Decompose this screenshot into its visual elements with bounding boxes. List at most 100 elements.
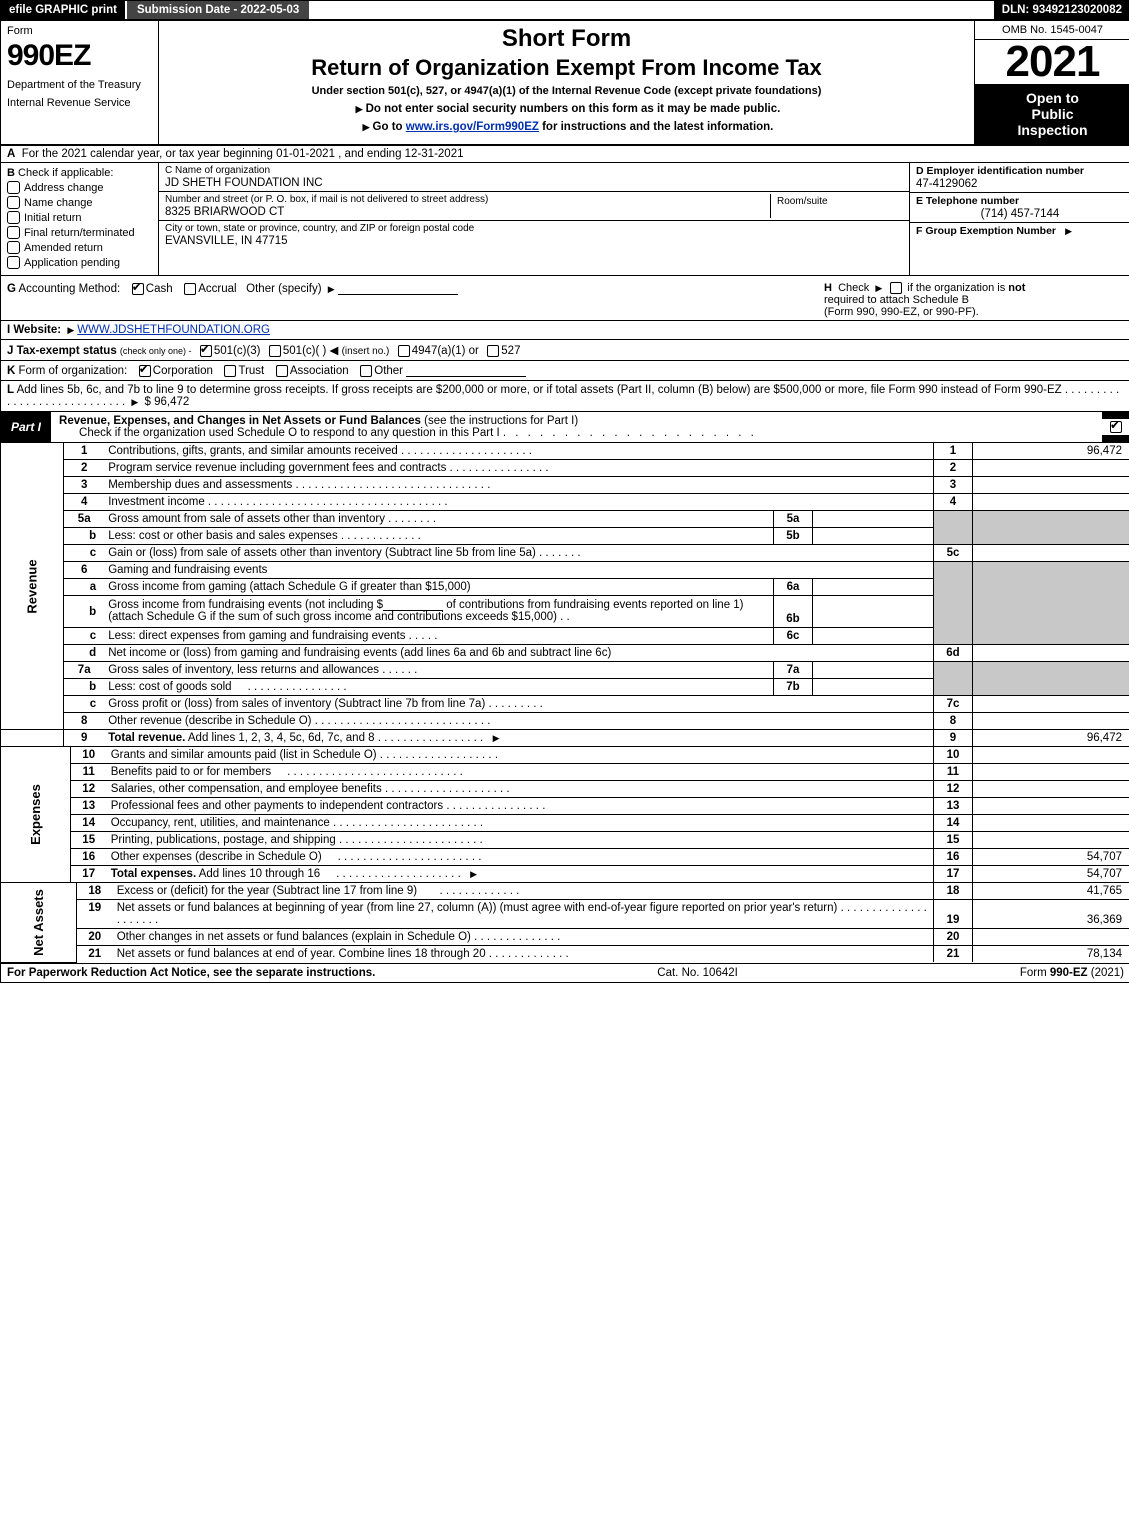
- rbox-label: 10: [934, 747, 973, 764]
- lnum: 15: [70, 832, 107, 849]
- header-center: Short Form Return of Organization Exempt…: [159, 21, 974, 144]
- section-bcdef: B Check if applicable: Address change Na…: [1, 163, 1129, 276]
- lnum: b: [64, 679, 105, 696]
- mbox-value: [813, 511, 934, 528]
- tax-year: 2021: [975, 40, 1129, 84]
- checkbox-icon[interactable]: [7, 241, 20, 254]
- mbox-value: [813, 628, 934, 645]
- rbox-label: 20: [934, 929, 973, 946]
- l-label: L: [7, 384, 14, 396]
- lnum: 11: [70, 764, 107, 781]
- rbox-shaded: [973, 511, 1129, 545]
- chk-501c3[interactable]: [200, 345, 212, 357]
- chk-trust[interactable]: [224, 365, 236, 377]
- chk-schedule-o-used[interactable]: [1110, 421, 1122, 433]
- ldesc: Gaming and fundraising events: [104, 562, 933, 579]
- ldesc: Membership dues and assessments . . . . …: [104, 477, 933, 494]
- h-text3: required to attach Schedule B: [824, 294, 969, 306]
- chk-501c[interactable]: [269, 345, 281, 357]
- footer-paperwork: For Paperwork Reduction Act Notice, see …: [7, 967, 375, 979]
- j-4947: 4947(a)(1) or: [412, 345, 479, 357]
- rbox-label: 7c: [934, 696, 973, 713]
- chk-4947[interactable]: [398, 345, 410, 357]
- checkbox-icon[interactable]: [7, 226, 20, 239]
- j-501c: 501(c)( ): [283, 345, 326, 357]
- revenue-label: Revenue: [25, 559, 40, 613]
- l-amount: $ 96,472: [145, 396, 190, 408]
- line-11: 11 Benefits paid to or for members . . .…: [1, 764, 1129, 781]
- chk-accrual[interactable]: [184, 283, 196, 295]
- checkbox-icon[interactable]: [7, 256, 20, 269]
- website-link[interactable]: WWW.JDSHETHFOUNDATION.ORG: [77, 324, 270, 336]
- rbox-shaded: [973, 662, 1129, 696]
- return-title: Return of Organization Exempt From Incom…: [167, 55, 966, 81]
- chk-final-return[interactable]: Final return/terminated: [7, 226, 152, 239]
- street-label: Number and street (or P. O. box, if mail…: [165, 194, 770, 205]
- part1-header: Part I Revenue, Expenses, and Changes in…: [1, 412, 1129, 443]
- netassets-label: Net Assets: [31, 889, 46, 956]
- chk-label: Name change: [24, 197, 93, 209]
- row-i-website: I Website: WWW.JDSHETHFOUNDATION.ORG: [1, 321, 1129, 340]
- instr1-text: Do not enter social security numbers on …: [366, 103, 781, 115]
- org-name-value: JD SHETH FOUNDATION INC: [165, 177, 903, 189]
- chk-association[interactable]: [276, 365, 288, 377]
- short-form-title: Short Form: [167, 25, 966, 53]
- chk-name-change[interactable]: Name change: [7, 196, 152, 209]
- chk-application-pending[interactable]: Application pending: [7, 256, 152, 269]
- chk-address-change[interactable]: Address change: [7, 181, 152, 194]
- lnum: 13: [70, 798, 107, 815]
- chk-corporation[interactable]: [139, 365, 151, 377]
- checkbox-icon[interactable]: [7, 211, 20, 224]
- top-bar: efile GRAPHIC print Submission Date - 20…: [1, 1, 1129, 21]
- column-b-checkboxes: B Check if applicable: Address change Na…: [1, 163, 159, 275]
- ein-row: D Employer identification number 47-4129…: [910, 163, 1129, 193]
- fundraising-amount-input[interactable]: [383, 598, 443, 611]
- rbox-label: 18: [934, 883, 973, 900]
- ldesc: Benefits paid to or for members . . . . …: [107, 764, 934, 781]
- efile-print-label[interactable]: efile GRAPHIC print: [1, 1, 125, 19]
- line-6d: d Net income or (loss) from gaming and f…: [1, 645, 1129, 662]
- rbox-value: [973, 545, 1129, 562]
- instr2-post: for instructions and the latest informat…: [539, 121, 774, 133]
- chk-527[interactable]: [487, 345, 499, 357]
- ein-label: D Employer identification number: [916, 165, 1124, 177]
- chk-label: Application pending: [24, 257, 120, 269]
- instr-no-ssn: Do not enter social security numbers on …: [167, 103, 966, 115]
- rbox-label: 19: [934, 900, 973, 929]
- line-9: 9 Total revenue. Add lines 1, 2, 3, 4, 5…: [1, 730, 1129, 747]
- checkbox-icon[interactable]: [7, 196, 20, 209]
- i-label: I Website:: [7, 324, 61, 336]
- part1-expenses-table: Expenses 10 Grants and similar amounts p…: [1, 747, 1129, 883]
- l-text: Add lines 5b, 6c, and 7b to line 9 to de…: [17, 384, 1062, 396]
- rbox-value: 96,472: [973, 730, 1129, 747]
- other-specify-input[interactable]: [338, 282, 458, 295]
- cash-label: Cash: [146, 283, 173, 295]
- chk-schedule-b[interactable]: [890, 282, 902, 294]
- line-18: Net Assets 18 Excess or (deficit) for th…: [1, 883, 1129, 900]
- column-def: D Employer identification number 47-4129…: [909, 163, 1129, 275]
- line-14: 14 Occupancy, rent, utilities, and maint…: [1, 815, 1129, 832]
- arrow-icon: [1062, 225, 1075, 237]
- irs-link[interactable]: www.irs.gov/Form990EZ: [406, 121, 539, 133]
- j-527: 527: [501, 345, 520, 357]
- ldesc: Occupancy, rent, utilities, and maintena…: [107, 815, 934, 832]
- ein-value: 47-4129062: [916, 178, 1124, 190]
- lnum: 21: [76, 946, 113, 963]
- ldesc: Professional fees and other payments to …: [107, 798, 934, 815]
- rbox-label: 12: [934, 781, 973, 798]
- other-org-input[interactable]: [406, 364, 526, 377]
- chk-cash[interactable]: [132, 283, 144, 295]
- chk-amended-return[interactable]: Amended return: [7, 241, 152, 254]
- mbox-label: 5b: [774, 528, 813, 545]
- submission-date-label: Submission Date - 2022-05-03: [125, 1, 309, 19]
- page-footer: For Paperwork Reduction Act Notice, see …: [1, 963, 1129, 982]
- rbox-label: 16: [934, 849, 973, 866]
- line-19: 19 Net assets or fund balances at beginn…: [1, 900, 1129, 929]
- rbox-value: [973, 815, 1129, 832]
- mbox-label: 6a: [774, 579, 813, 596]
- checkbox-icon[interactable]: [7, 181, 20, 194]
- chk-initial-return[interactable]: Initial return: [7, 211, 152, 224]
- line-21: 21 Net assets or fund balances at end of…: [1, 946, 1129, 963]
- chk-other-org[interactable]: [360, 365, 372, 377]
- k-assoc: Association: [290, 365, 349, 377]
